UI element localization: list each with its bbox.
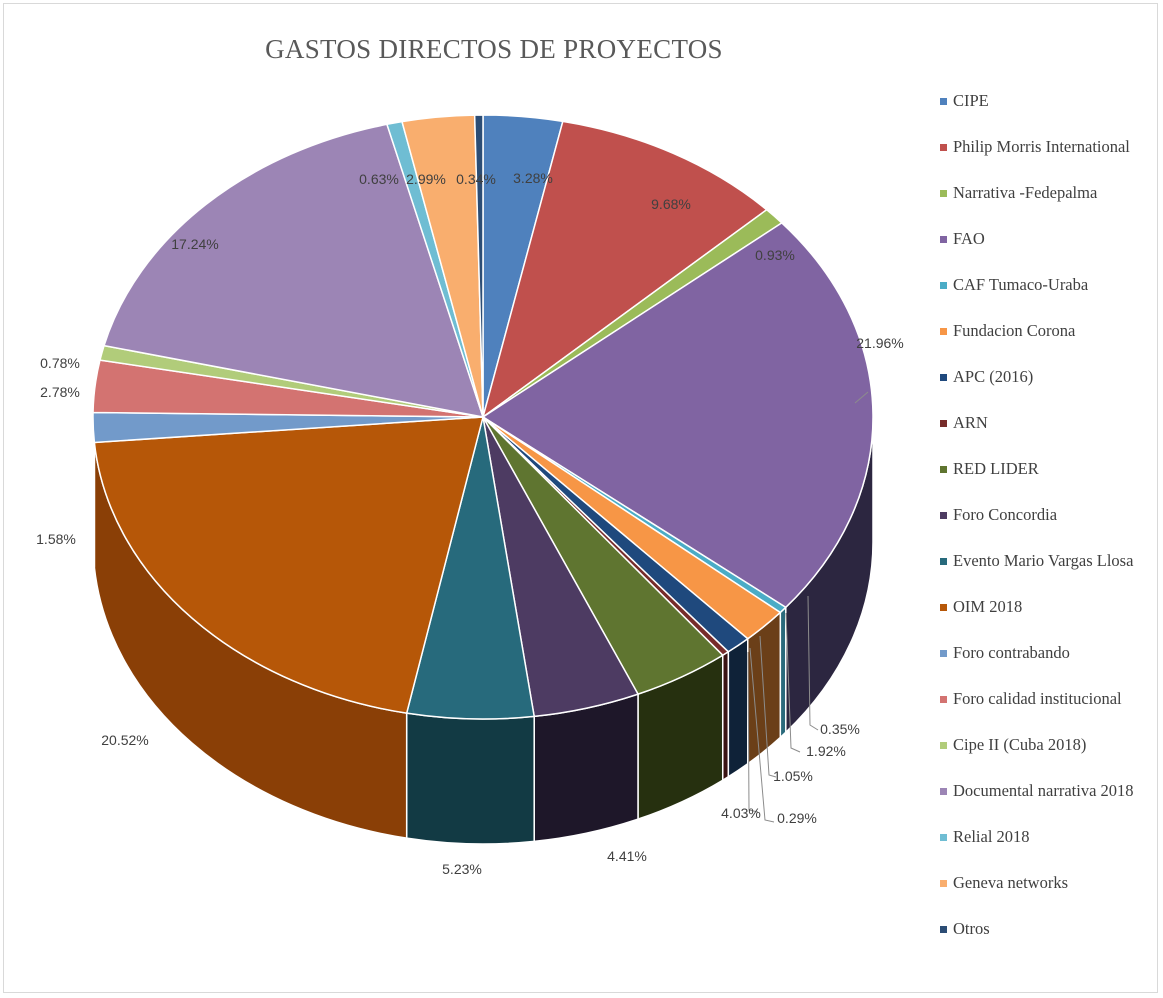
data-label-apc-2016: 1.05% bbox=[773, 768, 813, 784]
legend-label: Fundacion Corona bbox=[953, 321, 1076, 340]
legend-swatch bbox=[940, 235, 947, 243]
legend-swatch bbox=[940, 281, 947, 289]
legend-item-fundacion-corona: Fundacion Corona bbox=[940, 308, 1155, 354]
legend-label: Cipe II (Cuba 2018) bbox=[953, 735, 1087, 754]
legend-swatch bbox=[940, 419, 947, 427]
legend-item-foro-contrabando: Foro contrabando bbox=[940, 630, 1155, 676]
chart-title: GASTOS DIRECTOS DE PROYECTOS bbox=[265, 34, 723, 64]
data-label-geneva-networks: 2.99% bbox=[406, 171, 446, 187]
data-label-evento-mario-vargas-llosa: 5.23% bbox=[442, 861, 482, 877]
legend-label: CIPE bbox=[953, 91, 989, 110]
data-label-otros: 0.34% bbox=[456, 171, 496, 187]
legend-swatch bbox=[940, 695, 947, 703]
legend-swatch bbox=[940, 557, 947, 565]
legend-label: RED LIDER bbox=[953, 459, 1039, 478]
legend-item-cipe-ii-cuba-2018: Cipe II (Cuba 2018) bbox=[940, 722, 1155, 768]
data-label-narrativa-fedepalma: 0.93% bbox=[755, 247, 795, 263]
leader-line-red-lider bbox=[747, 651, 759, 813]
leader-line-arn bbox=[749, 647, 775, 823]
legend-swatch bbox=[940, 925, 947, 933]
data-label-cipe: 3.28% bbox=[513, 170, 553, 186]
legend-item-foro-calidad-institucional: Foro calidad institucional bbox=[940, 676, 1155, 722]
legend-swatch bbox=[940, 143, 947, 151]
pie-side-foro-concordia bbox=[533, 693, 639, 843]
legend-label: Documental narrativa 2018 bbox=[953, 781, 1134, 800]
legend-swatch bbox=[940, 511, 947, 519]
data-label-foro-contrabando: 1.58% bbox=[36, 531, 76, 547]
pie-side-evento-mario-vargas-llosa bbox=[405, 712, 535, 845]
legend-item-documental-narrativa-2018: Documental narrativa 2018 bbox=[940, 768, 1155, 814]
legend-swatch bbox=[940, 465, 947, 473]
legend-label: OIM 2018 bbox=[953, 597, 1023, 616]
chart-legend: CIPE Philip Morris International Narrativa… bbox=[940, 78, 1155, 952]
legend-label: Foro contrabando bbox=[953, 643, 1070, 662]
legend-swatch bbox=[940, 373, 947, 381]
pie-side-caf-tumaco-uraba bbox=[779, 605, 787, 740]
data-label-caf-tumaco-uraba: 0.35% bbox=[820, 721, 860, 737]
legend-item-oim-2018: OIM 2018 bbox=[940, 584, 1155, 630]
legend-label: Relial 2018 bbox=[953, 827, 1030, 846]
legend-label: Foro calidad institucional bbox=[953, 689, 1122, 708]
data-label-fundacion-corona: 1.92% bbox=[806, 743, 846, 759]
legend-item-caf-tumaco-uraba: CAF Tumaco-Uraba bbox=[940, 262, 1155, 308]
leader-line-caf-tumaco-uraba bbox=[807, 595, 819, 731]
data-label-fao: 21.96% bbox=[856, 335, 903, 351]
legend-swatch bbox=[940, 879, 947, 887]
legend-item-arn: ARN bbox=[940, 400, 1155, 446]
legend-label: APC (2016) bbox=[953, 367, 1034, 386]
legend-label: Geneva networks bbox=[953, 873, 1069, 892]
legend-item-geneva-networks: Geneva networks bbox=[940, 860, 1155, 906]
data-label-foro-calidad-institucional: 2.78% bbox=[40, 384, 80, 400]
data-label-foro-concordia: 4.41% bbox=[607, 848, 647, 864]
legend-swatch bbox=[940, 97, 947, 105]
legend-label: Otros bbox=[953, 919, 990, 938]
legend-label: Foro Concordia bbox=[953, 505, 1058, 524]
legend-item-red-lider: RED LIDER bbox=[940, 446, 1155, 492]
legend-item-evento-mario-vargas-llosa: Evento Mario Vargas Llosa bbox=[940, 538, 1155, 584]
legend-item-narrativa-fedepalma: Narrativa -Fedepalma bbox=[940, 170, 1155, 216]
data-label-cipe-ii-cuba-2018: 0.78% bbox=[40, 355, 80, 371]
pie-slice-documental-narrativa-2018 bbox=[103, 123, 485, 418]
data-label-red-lider: 4.03% bbox=[721, 805, 761, 821]
leader-line-fao bbox=[854, 391, 869, 404]
pie-slice-fao bbox=[481, 221, 874, 609]
legend-label: ARN bbox=[953, 413, 988, 432]
legend-label: CAF Tumaco-Uraba bbox=[953, 275, 1089, 294]
data-label-relial-2018: 0.63% bbox=[359, 171, 399, 187]
legend-swatch bbox=[940, 189, 947, 197]
legend-label: FAO bbox=[953, 229, 985, 248]
legend-swatch bbox=[940, 741, 947, 749]
legend-label: Evento Mario Vargas Llosa bbox=[953, 551, 1134, 570]
pie-side-arn bbox=[721, 650, 730, 782]
legend-swatch bbox=[940, 649, 947, 657]
legend-swatch bbox=[940, 603, 947, 611]
legend-item-apc-2016: APC (2016) bbox=[940, 354, 1155, 400]
pie-slice-otros bbox=[473, 114, 484, 418]
leader-line-apc-2016 bbox=[759, 635, 777, 778]
legend-item-foro-concordia: Foro Concordia bbox=[940, 492, 1155, 538]
legend-swatch bbox=[940, 833, 947, 841]
data-label-philip-morris-international: 9.68% bbox=[651, 196, 691, 212]
legend-item-relial-2018: Relial 2018 bbox=[940, 814, 1155, 860]
data-label-documental-narrativa-2018: 17.24% bbox=[171, 236, 218, 252]
legend-item-fao: FAO bbox=[940, 216, 1155, 262]
legend-swatch bbox=[940, 327, 947, 335]
pie-slice-philip-morris-international bbox=[481, 120, 768, 419]
legend-swatch bbox=[940, 787, 947, 795]
legend-label: Narrativa -Fedepalma bbox=[953, 183, 1098, 202]
pie-slice-oim-2018 bbox=[93, 416, 484, 715]
legend-item-otros: Otros bbox=[940, 906, 1155, 952]
data-label-oim-2018: 20.52% bbox=[101, 732, 148, 748]
leader-line-fundacion-corona bbox=[785, 612, 801, 753]
legend-label: Philip Morris International bbox=[953, 137, 1130, 156]
legend-item-philip-morris-international: Philip Morris International bbox=[940, 124, 1155, 170]
legend-item-cipe: CIPE bbox=[940, 78, 1155, 124]
data-label-arn: 0.29% bbox=[777, 810, 817, 826]
pie-side-apc-2016 bbox=[727, 637, 749, 779]
